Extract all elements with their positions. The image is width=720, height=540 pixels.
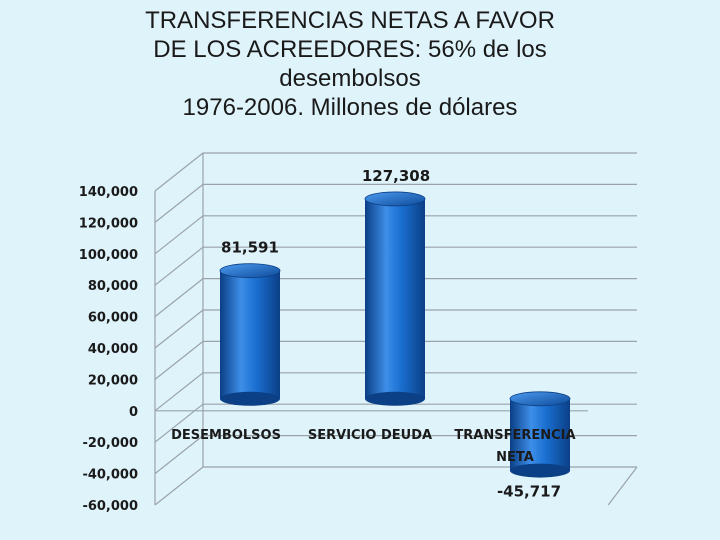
data-labels: 81,591 127,308 -45,717 [221,167,561,501]
y-tick-label: 140,000 [79,185,138,200]
bar [219,263,281,406]
data-label: -45,717 [497,483,561,501]
y-tick-label: -60,000 [82,499,138,514]
data-label: 127,308 [362,167,430,185]
data-label: 81,591 [221,239,279,257]
title-line-1: TRANSFERENCIAS NETAS A FAVOR [145,7,555,34]
y-tick-label: 80,000 [88,279,138,294]
category-label: NETA [496,450,534,465]
x-axis: DESEMBOLSOS SERVICIO DEUDA TRANSFERENCIA NE… [171,428,576,465]
bar [509,391,571,478]
y-tick-label: 100,000 [79,248,138,263]
grid-layer [154,152,638,506]
chart-title: TRANSFERENCIAS NETAS A FAVOR DE LOS ACRE… [60,6,640,122]
y-tick-label: 60,000 [88,311,138,326]
y-tick-label: 20,000 [88,373,138,388]
bar [364,191,426,406]
floor-edge [607,466,638,506]
y-tick-label: 40,000 [88,342,138,357]
bars [219,191,571,478]
y-tick-label: -40,000 [82,468,138,483]
y-axis: 140,000 120,000 100,000 80,000 60,000 40,000 2… [79,185,138,514]
title-line-3: desembolsos [279,65,421,92]
title-line-2: DE LOS ACREEDORES: 56% de los [153,36,547,63]
y-tick-label: 0 [129,405,138,420]
category-label: DESEMBOLSOS [171,428,281,443]
category-label: SERVICIO DEUDA [308,428,432,443]
title-line-4: 1976-2006. Millones de dólares [182,94,518,121]
y-tick-label: -20,000 [82,436,138,451]
category-label: TRANSFERENCIA [454,428,575,443]
y-tick-label: 120,000 [79,216,138,231]
